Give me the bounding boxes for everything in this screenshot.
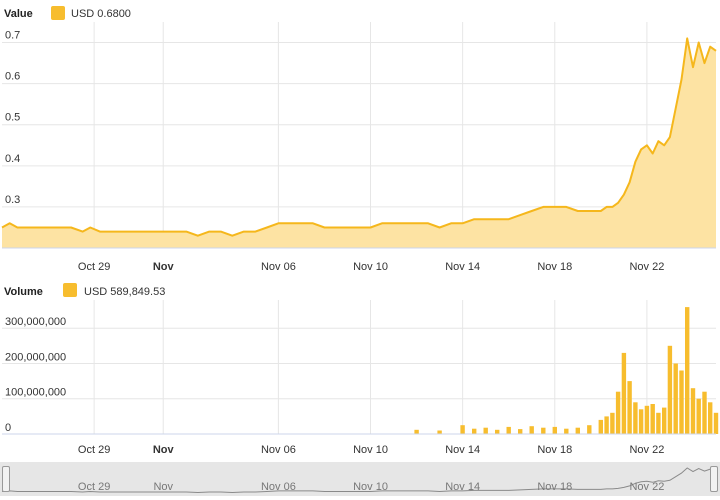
navigator-right-handle[interactable] <box>710 466 718 492</box>
volume-bar <box>713 412 719 434</box>
volume-bar <box>708 402 713 434</box>
volume-bar <box>437 430 442 434</box>
volume-bar <box>414 429 419 434</box>
volume-bar <box>460 425 465 434</box>
volume-bar <box>679 370 684 434</box>
volume-bar <box>541 427 546 434</box>
volume-xtick-label: Nov <box>153 444 175 456</box>
navigator-left-handle[interactable] <box>2 466 10 492</box>
volume-xtick-label: Oct 29 <box>78 444 110 456</box>
volume-bar <box>610 412 615 434</box>
volume-bar <box>685 307 690 434</box>
value-ytick-label: 0.5 <box>5 112 20 124</box>
volume-legend-text: USD 589,849.53 <box>84 286 166 298</box>
volume-bar <box>604 416 609 434</box>
value-ytick-label: 0.6 <box>5 71 20 83</box>
volume-bar <box>564 428 569 434</box>
volume-bar <box>702 391 707 434</box>
value-ytick-label: 0.4 <box>5 153 20 165</box>
volume-bar <box>662 407 667 434</box>
value-ytick-label: 0.3 <box>5 194 20 206</box>
value-panel-label: Value <box>4 8 33 20</box>
volume-xtick-label: Nov 06 <box>261 444 296 456</box>
volume-bar <box>656 412 661 434</box>
volume-bar <box>633 402 638 434</box>
volume-ytick-label: 200,000,000 <box>5 351 66 363</box>
volume-bar <box>696 398 701 434</box>
volume-bar <box>529 426 534 434</box>
range-navigator[interactable] <box>0 462 720 496</box>
value-xtick-label: Nov <box>153 261 175 273</box>
volume-xtick-label: Nov 14 <box>445 444 480 456</box>
volume-bar <box>690 388 696 434</box>
volume-bar <box>495 429 500 434</box>
volume-bar <box>615 391 621 434</box>
volume-bar <box>552 426 557 434</box>
volume-ytick-label: 100,000,000 <box>5 387 66 399</box>
value-xtick-label: Oct 29 <box>78 261 110 273</box>
volume-bar <box>575 427 580 434</box>
value-line <box>1 37 717 237</box>
value-legend-swatch[interactable] <box>51 6 65 20</box>
volume-bar <box>621 352 627 434</box>
volume-bar <box>472 428 477 434</box>
volume-xtick-label: Nov 18 <box>537 444 572 456</box>
value-legend-text: USD 0.6800 <box>71 8 131 20</box>
volume-bar <box>644 405 650 434</box>
value-area <box>2 38 716 249</box>
volume-ytick-label: 300,000,000 <box>5 316 66 328</box>
volume-bar <box>650 404 655 434</box>
volume-legend-swatch[interactable] <box>63 283 77 297</box>
volume-xtick-label: Nov 22 <box>629 444 664 456</box>
value-xtick-label: Nov 10 <box>353 261 388 273</box>
volume-bar <box>667 345 673 434</box>
volume-bar <box>518 429 523 434</box>
volume-xtick-label: Nov 10 <box>353 444 388 456</box>
volume-bar <box>587 425 592 434</box>
volume-bar <box>638 409 644 434</box>
value-xtick-label: Nov 18 <box>537 261 572 273</box>
volume-bar <box>627 381 632 434</box>
volume-bar <box>483 427 488 434</box>
volume-bar <box>506 426 511 434</box>
volume-panel-label: Volume <box>4 286 43 298</box>
value-ytick-label: 0.7 <box>5 30 20 42</box>
value-xtick-label: Nov 22 <box>629 261 664 273</box>
value-xtick-label: Nov 14 <box>445 261 480 273</box>
volume-bar <box>673 363 678 434</box>
volume-ytick-label: 0 <box>5 422 11 434</box>
value-xtick-label: Nov 06 <box>261 261 296 273</box>
volume-bar <box>598 419 603 434</box>
